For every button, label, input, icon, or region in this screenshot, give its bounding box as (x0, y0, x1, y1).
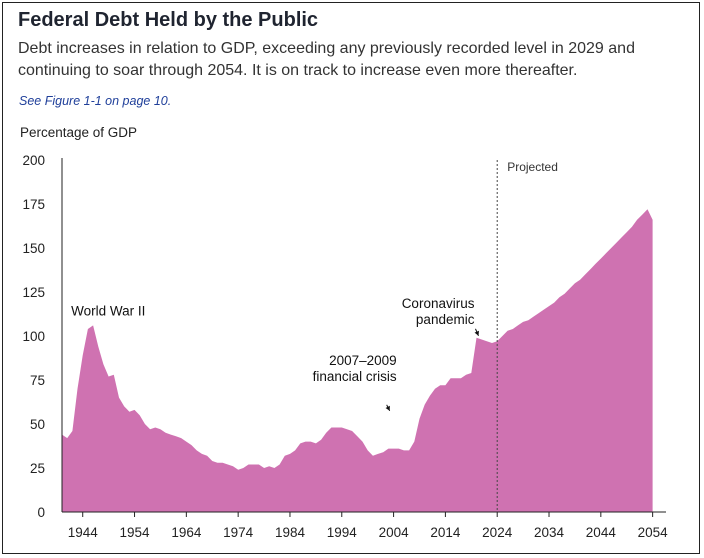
annotation-arrowhead (385, 405, 390, 411)
page-title: Federal Debt Held by the Public (18, 9, 319, 31)
annotation-label: World War II (71, 303, 145, 318)
x-tick-label: 1944 (68, 525, 99, 540)
y-tick-label: 0 (37, 505, 45, 520)
figure-reference-link[interactable]: See Figure 1-1 on page 10. (19, 94, 172, 108)
x-tick-label: 1974 (223, 525, 254, 540)
x-tick-label: 2034 (534, 525, 565, 540)
x-tick-label: 1984 (275, 525, 306, 540)
x-tick-label: 1964 (171, 525, 202, 540)
y-axis-label: Percentage of GDP (20, 125, 137, 140)
x-tick-label: 1954 (120, 525, 151, 540)
annotation-label: pandemic (416, 312, 475, 327)
y-tick-label: 75 (30, 373, 45, 388)
x-tick-label: 2054 (638, 525, 669, 540)
x-tick-label: 2024 (482, 525, 513, 540)
annotation-label: financial crisis (313, 369, 397, 384)
y-tick-label: 50 (30, 417, 45, 432)
x-tick-label: 2014 (430, 525, 461, 540)
annotation-arrowhead (474, 330, 479, 336)
y-tick-label: 175 (22, 197, 45, 212)
x-tick-label: 1994 (327, 525, 358, 540)
y-tick-label: 200 (22, 153, 45, 168)
projected-label: Projected (507, 160, 558, 174)
debt-area-series (62, 209, 653, 513)
y-tick-label: 100 (22, 329, 45, 344)
x-tick-label: 2044 (586, 525, 617, 540)
y-tick-label: 150 (22, 241, 45, 256)
y-tick-label: 125 (22, 285, 45, 300)
annotation-label: 2007–2009 (329, 353, 397, 368)
chart-subtitle: Debt increases in relation to GDP, excee… (18, 40, 635, 79)
y-tick-label: 25 (30, 461, 45, 476)
annotation-label: Coronavirus (402, 296, 475, 311)
x-tick-label: 2004 (379, 525, 410, 540)
